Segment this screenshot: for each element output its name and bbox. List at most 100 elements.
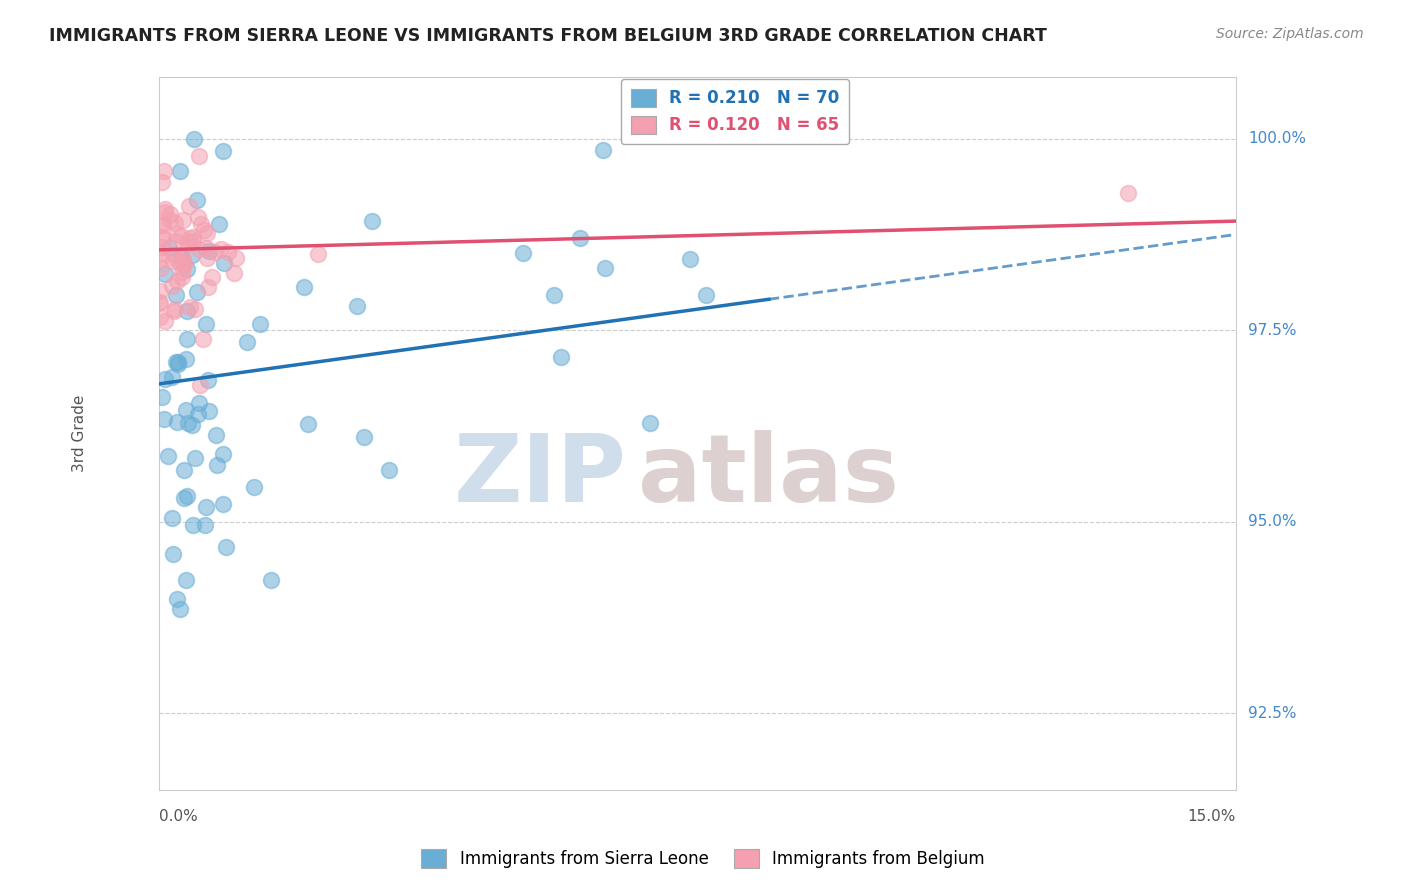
Point [148, 295, 170, 310]
Text: atlas: atlas [638, 431, 898, 523]
Point [150, 230, 173, 244]
Point [212, 144, 235, 158]
Point [638, 416, 661, 430]
Point [159, 213, 181, 227]
Point [187, 149, 209, 163]
Point [153, 164, 176, 178]
Point [169, 256, 191, 270]
Point [170, 265, 193, 279]
Point [204, 244, 226, 259]
Point [176, 332, 198, 346]
Text: 100.0%: 100.0% [1249, 131, 1306, 146]
Point [184, 450, 207, 465]
Point [353, 429, 375, 443]
Point [153, 268, 176, 282]
Point [163, 304, 186, 318]
Legend: R = 0.210   N = 70, R = 0.120   N = 65: R = 0.210 N = 70, R = 0.120 N = 65 [620, 78, 849, 145]
Point [197, 244, 219, 258]
Point [297, 417, 319, 431]
Point [187, 407, 209, 421]
Point [180, 248, 202, 262]
Point [183, 132, 205, 146]
Text: 15.0%: 15.0% [1187, 809, 1236, 824]
Point [173, 257, 195, 271]
Point [173, 491, 195, 505]
Point [166, 275, 188, 289]
Point [149, 284, 172, 298]
Point [187, 242, 209, 256]
Point [163, 302, 186, 317]
Point [214, 256, 236, 270]
Legend: Immigrants from Sierra Leone, Immigrants from Belgium: Immigrants from Sierra Leone, Immigrants… [415, 843, 991, 875]
Point [165, 288, 187, 302]
Point [150, 252, 173, 266]
Point [165, 248, 187, 262]
Point [153, 314, 176, 328]
Point [190, 217, 212, 231]
Point [162, 279, 184, 293]
Point [169, 163, 191, 178]
Point [152, 412, 174, 426]
Point [197, 280, 219, 294]
Point [152, 231, 174, 245]
Point [150, 247, 173, 261]
Point [181, 518, 204, 533]
Point [176, 416, 198, 430]
Point [149, 310, 172, 325]
Point [181, 230, 204, 244]
Point [180, 418, 202, 433]
Point [177, 198, 200, 212]
Point [181, 234, 204, 248]
Point [195, 226, 218, 240]
Point [172, 213, 194, 227]
Text: 0.0%: 0.0% [159, 809, 197, 824]
Point [152, 219, 174, 233]
Point [176, 236, 198, 251]
Point [176, 489, 198, 503]
Point [148, 295, 170, 310]
Point [695, 288, 717, 302]
Point [201, 270, 224, 285]
Point [170, 251, 193, 265]
Point [225, 251, 247, 265]
Point [194, 517, 217, 532]
Point [679, 252, 702, 267]
Point [162, 254, 184, 268]
Point [260, 574, 283, 588]
Point [249, 317, 271, 331]
Point [184, 301, 207, 316]
Point [193, 332, 215, 346]
Point [157, 450, 180, 464]
Point [512, 246, 534, 260]
Point [165, 234, 187, 248]
Point [595, 261, 617, 276]
Point [166, 415, 188, 429]
Point [360, 214, 382, 228]
Point [222, 266, 245, 280]
Point [195, 241, 218, 255]
Point [157, 241, 180, 255]
Point [172, 251, 194, 265]
Point [159, 207, 181, 221]
Point [169, 601, 191, 615]
Point [378, 463, 401, 477]
Text: IMMIGRANTS FROM SIERRA LEONE VS IMMIGRANTS FROM BELGIUM 3RD GRADE CORRELATION CH: IMMIGRANTS FROM SIERRA LEONE VS IMMIGRAN… [49, 27, 1047, 45]
Point [217, 245, 239, 260]
Point [167, 357, 190, 371]
Point [150, 390, 173, 404]
Point [211, 243, 233, 257]
Point [179, 300, 201, 314]
Point [193, 223, 215, 237]
Point [543, 287, 565, 301]
Point [205, 458, 228, 472]
Point [243, 480, 266, 494]
Point [165, 355, 187, 369]
Point [592, 143, 614, 157]
Point [292, 280, 315, 294]
Point [153, 372, 176, 386]
Point [174, 351, 197, 366]
Point [149, 261, 172, 276]
Point [153, 205, 176, 219]
Text: 3rd Grade: 3rd Grade [72, 395, 87, 473]
Point [179, 235, 201, 249]
